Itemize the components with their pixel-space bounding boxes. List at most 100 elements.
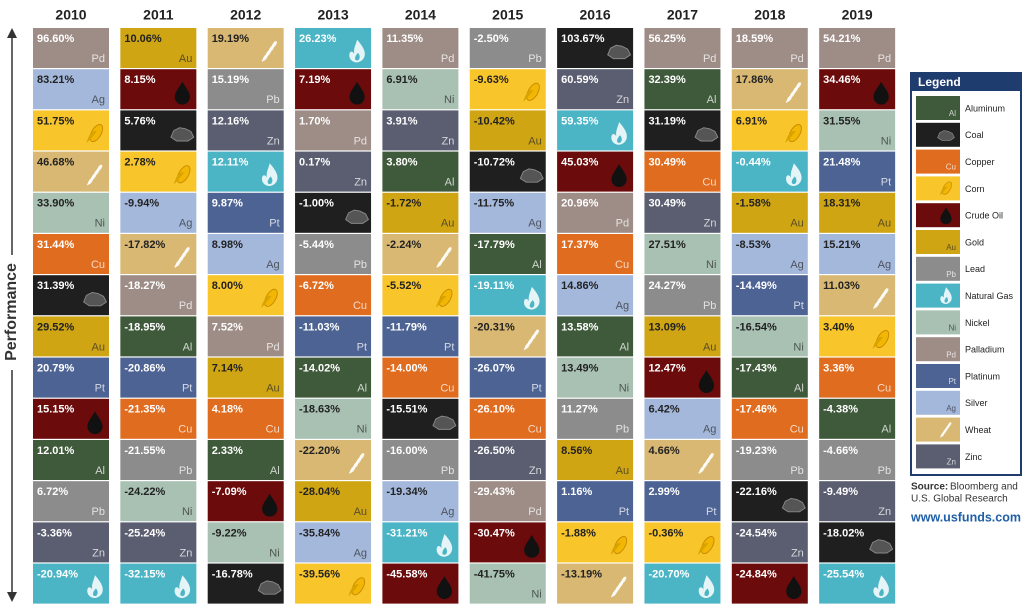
year-header: 2012 bbox=[230, 7, 261, 23]
cell-symbol: Pb bbox=[266, 94, 279, 106]
cell-symbol: Au bbox=[266, 383, 279, 395]
cell-symbol: Al bbox=[357, 383, 367, 395]
legend-symbol: Zn bbox=[947, 458, 956, 467]
cell-symbol: Cu bbox=[702, 177, 716, 189]
cell-symbol: Au bbox=[441, 218, 454, 230]
cell bbox=[557, 69, 634, 110]
cell-value: -4.66% bbox=[823, 445, 858, 457]
cell-symbol: Al bbox=[794, 383, 804, 395]
cell-value: 2.99% bbox=[648, 486, 679, 498]
cell-value: -19.34% bbox=[386, 486, 427, 498]
cell bbox=[33, 316, 109, 357]
cell-symbol: Ni bbox=[95, 218, 105, 230]
icon-flame bbox=[87, 575, 103, 598]
icon-corn bbox=[788, 124, 802, 143]
cell bbox=[295, 522, 372, 563]
year-header: 2019 bbox=[842, 7, 873, 23]
icon-coal bbox=[519, 168, 544, 183]
cell-symbol: Pb bbox=[878, 465, 891, 477]
cell-value: 12.11% bbox=[212, 157, 249, 169]
icon-coal bbox=[607, 44, 632, 60]
cell-symbol: Ag bbox=[703, 424, 716, 436]
icon bbox=[939, 181, 952, 196]
cell-symbol: Pd bbox=[528, 506, 541, 518]
icon-flame bbox=[940, 287, 952, 304]
cell-symbol: Au bbox=[878, 218, 891, 230]
cell-value: -26.50% bbox=[474, 445, 515, 457]
cell bbox=[819, 28, 896, 68]
legend-symbol: Cu bbox=[946, 163, 956, 172]
cell-symbol: Pt bbox=[881, 177, 891, 189]
cell-value: 29.52% bbox=[37, 321, 75, 333]
cell-value: -9.63% bbox=[474, 74, 509, 86]
axis-label: Performance bbox=[3, 263, 20, 361]
cell-symbol: Au bbox=[92, 341, 105, 353]
cell-symbol: Pt bbox=[269, 218, 279, 230]
cell-symbol: Pb bbox=[703, 300, 716, 312]
legend-symbol: Ni bbox=[948, 324, 956, 333]
cell-value: 13.58% bbox=[561, 321, 599, 333]
cell bbox=[120, 481, 197, 522]
cell bbox=[382, 69, 459, 110]
cell-symbol: Pd bbox=[616, 218, 629, 230]
cell-value: -2.50% bbox=[474, 33, 509, 45]
cell-symbol: Ni bbox=[444, 94, 454, 106]
cell-value: 31.44% bbox=[37, 239, 75, 251]
icon-grain bbox=[350, 466, 356, 473]
cell-value: -18.95% bbox=[124, 321, 165, 333]
cell-value: -18.63% bbox=[299, 404, 340, 416]
cell bbox=[469, 28, 546, 68]
legend-name: Lead bbox=[965, 264, 985, 274]
cell bbox=[644, 481, 721, 522]
icon-flame bbox=[698, 575, 715, 598]
legend-name: Natural Gas bbox=[965, 291, 1014, 301]
cell-value: 18.59% bbox=[736, 33, 774, 45]
legend-name: Crude Oil bbox=[965, 211, 1003, 221]
cell bbox=[295, 398, 372, 439]
cell-symbol: Al bbox=[183, 341, 193, 353]
icon-drop bbox=[873, 81, 889, 105]
icon-husk bbox=[348, 584, 359, 597]
cell-value: -8.53% bbox=[736, 239, 771, 251]
icon bbox=[873, 81, 889, 105]
cell-value: -1.58% bbox=[736, 198, 771, 210]
cell-value: 12.47% bbox=[648, 363, 686, 375]
cell-value: -7.09% bbox=[212, 486, 247, 498]
cell-symbol: Ag bbox=[616, 300, 629, 312]
cell-value: -25.54% bbox=[823, 569, 864, 581]
legend-swatch bbox=[916, 364, 960, 388]
icon-husk bbox=[173, 172, 185, 185]
legend-name: Corn bbox=[965, 184, 985, 194]
legend-swatch bbox=[916, 96, 960, 120]
cell-symbol: Au bbox=[790, 218, 803, 230]
cell-symbol: Pb bbox=[616, 424, 629, 436]
cell-symbol: Pt bbox=[182, 383, 192, 395]
cell-value: -14.02% bbox=[299, 363, 340, 375]
icon-corn bbox=[351, 577, 366, 596]
cell-value: -24.22% bbox=[124, 486, 165, 498]
cell-value: 10.06% bbox=[124, 33, 162, 45]
cell bbox=[295, 481, 372, 522]
cell-value: -13.19% bbox=[561, 569, 602, 581]
cell-value: -3.36% bbox=[37, 527, 72, 539]
cell-value: -16.00% bbox=[386, 445, 427, 457]
year-header: 2011 bbox=[143, 7, 174, 23]
icon bbox=[170, 127, 195, 142]
cell-value: 83.21% bbox=[37, 74, 75, 86]
cell-value: 7.19% bbox=[299, 74, 330, 86]
icon-flame bbox=[524, 286, 540, 310]
legend-swatch bbox=[916, 337, 960, 362]
cell-value: 15.15% bbox=[37, 404, 75, 416]
cell-value: -18.27% bbox=[124, 280, 165, 292]
cell bbox=[382, 110, 459, 151]
cell bbox=[207, 234, 284, 274]
cell-symbol: Ni bbox=[619, 383, 629, 395]
cell-symbol: Au bbox=[354, 506, 367, 518]
cell-value: -15.51% bbox=[386, 404, 427, 416]
icon bbox=[786, 163, 802, 186]
cell-value: -11.75% bbox=[474, 198, 515, 210]
cell-symbol: Al bbox=[445, 177, 455, 189]
cell bbox=[819, 151, 896, 192]
icon-grain bbox=[175, 260, 181, 267]
cell-symbol: Pt bbox=[619, 506, 629, 518]
